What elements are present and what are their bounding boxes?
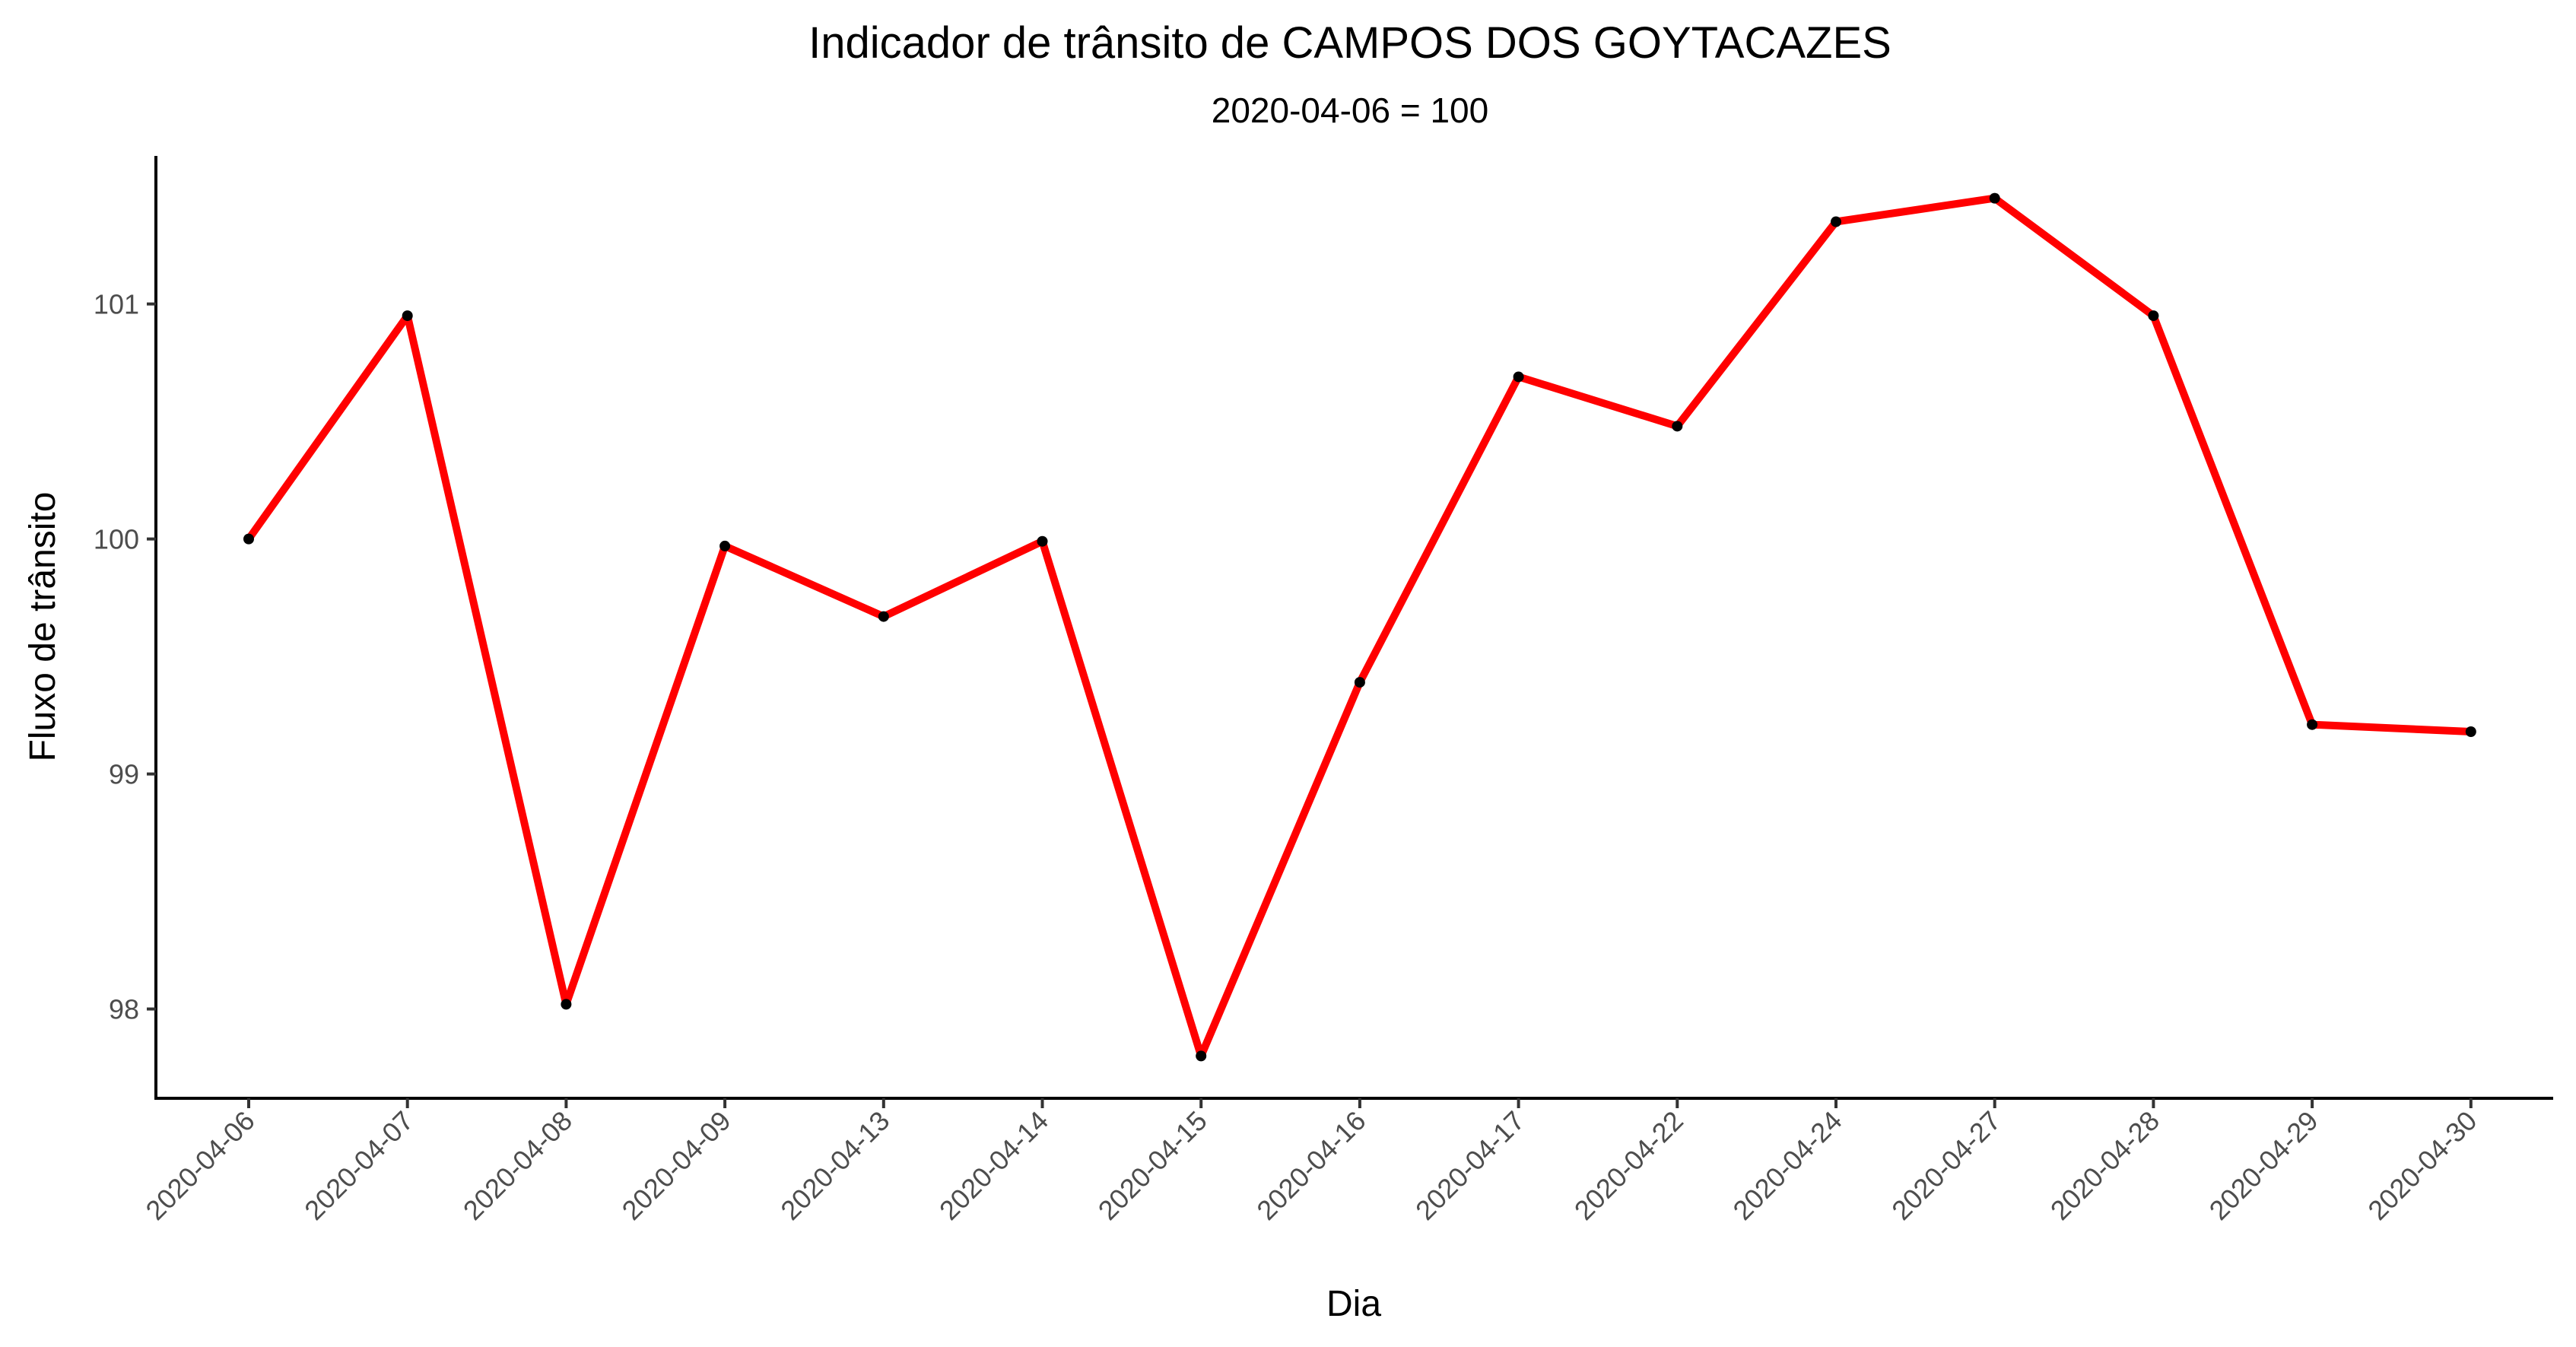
x-axis: 2020-04-06 2020-04-07 2020-04-08 2020-04-09… xyxy=(139,1098,2482,1226)
x-tick-label: 2020-04-22 xyxy=(1568,1105,1689,1226)
data-point xyxy=(1196,1050,1207,1062)
data-point xyxy=(402,310,413,322)
x-tick-label: 2020-04-16 xyxy=(1250,1105,1371,1226)
data-point xyxy=(719,540,731,551)
y-tick-label: 101 xyxy=(94,289,139,320)
data-point xyxy=(1513,371,1524,383)
y-tick-label: 98 xyxy=(109,994,139,1025)
chart-title: Indicador de trânsito de CAMPOS DOS GOYT… xyxy=(808,18,1892,68)
x-tick-label: 2020-04-07 xyxy=(298,1105,419,1226)
data-point xyxy=(2465,726,2476,737)
data-point xyxy=(878,611,889,622)
data-point xyxy=(1037,535,1048,547)
data-point xyxy=(2148,310,2159,322)
chart-subtitle: 2020-04-06 = 100 xyxy=(1212,91,1488,130)
x-tick-label: 2020-04-24 xyxy=(1726,1105,1847,1226)
y-tick-label: 99 xyxy=(109,759,139,790)
y-axis-title: Fluxo de trânsito xyxy=(23,492,63,762)
x-tick-label: 2020-04-28 xyxy=(2044,1105,2165,1226)
data-point xyxy=(1831,216,1841,227)
y-axis: 98 99 100 101 xyxy=(94,289,156,1025)
data-point xyxy=(2307,719,2318,730)
x-tick-label: 2020-04-29 xyxy=(2203,1105,2324,1226)
x-tick-label: 2020-04-15 xyxy=(1092,1105,1213,1226)
data-point xyxy=(561,999,572,1010)
data-point xyxy=(1672,421,1683,432)
x-axis-title: Dia xyxy=(1326,1284,1381,1324)
x-tick-label: 2020-04-08 xyxy=(457,1105,578,1226)
x-tick-label: 2020-04-27 xyxy=(1885,1105,2006,1226)
data-point xyxy=(1989,192,2000,204)
x-tick-label: 2020-04-09 xyxy=(616,1105,737,1226)
x-tick-label: 2020-04-14 xyxy=(933,1105,1054,1226)
plot-area xyxy=(243,192,2476,1062)
x-tick-label: 2020-04-13 xyxy=(774,1105,895,1226)
y-tick-label: 100 xyxy=(94,524,139,555)
data-point xyxy=(1354,677,1365,688)
data-point xyxy=(243,533,254,545)
x-tick-label: 2020-04-17 xyxy=(1409,1105,1530,1226)
x-tick-label: 2020-04-30 xyxy=(2362,1105,2482,1226)
x-tick-label: 2020-04-06 xyxy=(139,1105,260,1226)
series-line xyxy=(245,194,2472,1060)
